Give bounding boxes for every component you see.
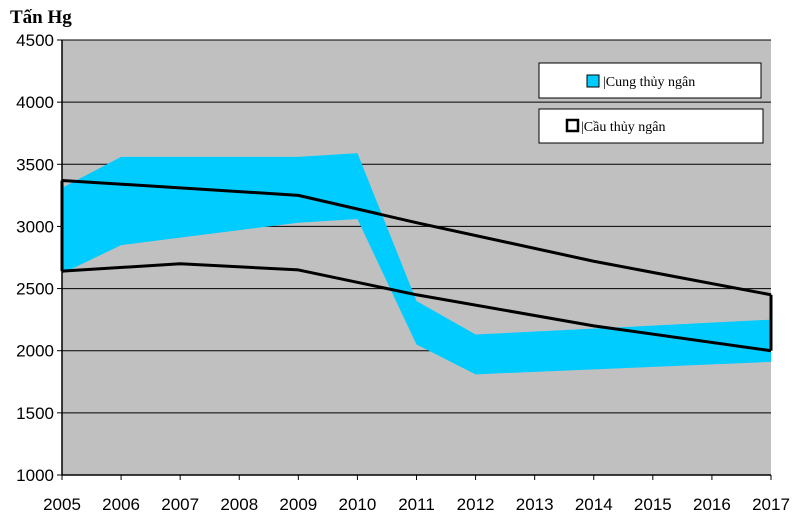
legend-label-demand: |Cầu thủy ngân (581, 120, 665, 135)
legend-label-supply: |Cung thủy ngân (603, 75, 695, 90)
x-tick-label: 2005 (43, 495, 81, 514)
x-tick-label: 2012 (457, 495, 495, 514)
y-tick-label: 4500 (16, 31, 54, 50)
x-tick-label: 2014 (575, 495, 613, 514)
y-tick-label: 1000 (16, 466, 54, 485)
y-tick-label: 4000 (16, 93, 54, 112)
x-tick-label: 2013 (516, 495, 554, 514)
demand-upper-line (61, 178, 772, 297)
y-axis-label: Tấn Hg (10, 7, 72, 28)
legend-swatch-demand (565, 118, 580, 133)
x-tick-label: 2007 (161, 495, 199, 514)
x-tick-label: 2011 (398, 495, 435, 514)
y-tick-label: 3500 (16, 155, 54, 174)
x-tick-label: 2015 (634, 495, 672, 514)
x-tick-label: 2017 (752, 495, 790, 514)
plot-area (62, 40, 771, 475)
y-tick-label: 2500 (16, 280, 54, 299)
x-tick-label: 2016 (693, 495, 731, 514)
supply-band (62, 153, 771, 375)
legend-box-supply (538, 62, 762, 99)
y-tick-label: 3000 (16, 217, 54, 236)
x-tick-label: 2008 (220, 495, 258, 514)
y-tick-label: 1500 (16, 404, 54, 423)
legend-swatch-supply (586, 74, 600, 88)
x-tick-label: 2006 (102, 495, 140, 514)
y-tick-label: 2000 (16, 342, 54, 361)
x-tick-label: 2010 (339, 495, 377, 514)
x-tick-label: 2009 (279, 495, 317, 514)
demand-lower-line (61, 262, 772, 353)
